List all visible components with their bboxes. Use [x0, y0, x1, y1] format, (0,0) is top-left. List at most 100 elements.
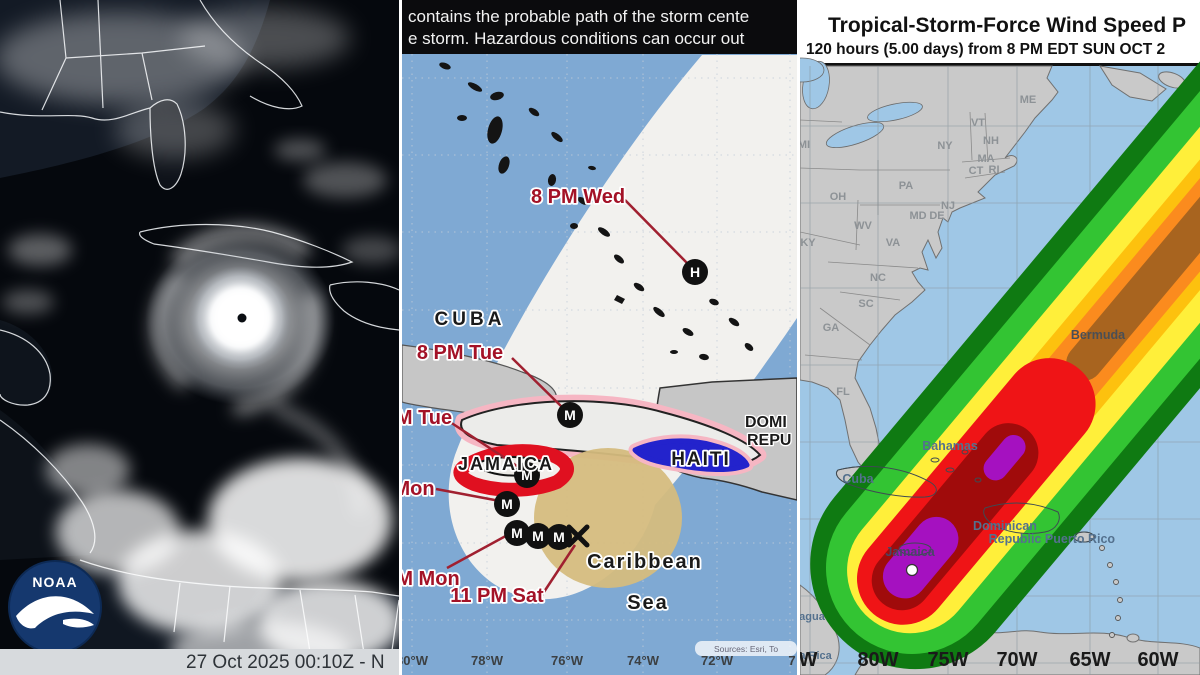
- label-nicaragua-partial: agua: [800, 611, 826, 623]
- svg-text:70W: 70W: [996, 649, 1037, 671]
- satellite-image: NOAA 27 Oct 2025 00:10Z - N: [0, 0, 399, 675]
- timestamp-bar: [0, 649, 399, 675]
- advisory-text-line1: contains the probable path of the storm …: [408, 7, 749, 26]
- marker-major: M: [504, 520, 530, 546]
- marker-major: M: [494, 491, 520, 517]
- svg-text:MA: MA: [977, 153, 994, 165]
- wind-probability-map: Tropical-Storm-Force Wind Speed P 120 ho…: [800, 0, 1200, 675]
- svg-text:75W: 75W: [927, 649, 968, 671]
- svg-text:NJ: NJ: [941, 200, 955, 212]
- wind-prob-title: Tropical-Storm-Force Wind Speed P: [828, 14, 1186, 37]
- coast-overlays: [835, 449, 1095, 556]
- hurricane-swirl: [145, 224, 367, 517]
- wind-prob-header: [800, 0, 1200, 63]
- svg-text:7: 7: [788, 653, 795, 668]
- label-costa-rica-partial: ia Rica: [800, 650, 833, 662]
- map-attribution: Sources: Esri, To: [695, 641, 797, 656]
- bahamas-islands: [439, 62, 754, 361]
- label-dominican-1: DOMI: [745, 414, 787, 431]
- svg-text:M: M: [501, 496, 513, 512]
- svg-text:M: M: [511, 525, 523, 541]
- label-mon-partial: Mon: [402, 478, 435, 500]
- svg-text:NY: NY: [937, 140, 953, 152]
- svg-text:OH: OH: [830, 191, 847, 203]
- svg-text:W: W: [800, 649, 818, 671]
- svg-text:M: M: [553, 529, 565, 545]
- svg-text:M: M: [564, 407, 576, 423]
- label-dominican-2: REPU: [747, 432, 791, 449]
- label-caribbean-1: Caribbean: [587, 551, 703, 573]
- svg-text:78°W: 78°W: [471, 653, 504, 668]
- svg-text:PA: PA: [899, 180, 914, 192]
- label-bermuda: Bermuda: [1071, 328, 1126, 342]
- svg-text:H: H: [690, 264, 700, 280]
- label-jamaica-right: Jamaica: [885, 545, 935, 559]
- marker-hurricane: H: [682, 259, 708, 285]
- svg-text:MD: MD: [909, 210, 926, 222]
- noaa-logo: NOAA: [8, 560, 102, 654]
- ts-warning-haiti: [628, 434, 754, 477]
- probability-swath: [810, 7, 1200, 670]
- nova-scotia: [1098, 65, 1167, 102]
- forecast-cone-panel: M M M M M M H 8 PM Wed 8 PM Tue M Tue Mo…: [402, 0, 797, 675]
- svg-text:NH: NH: [983, 135, 999, 147]
- great-lakes: [800, 57, 923, 149]
- hurricane-eye: [237, 313, 247, 323]
- svg-text:FL: FL: [836, 386, 850, 398]
- state-labels: ME VT NH NY MA CT RI PA OH MI NJ MD DE W…: [800, 94, 1036, 398]
- svg-text:VA: VA: [886, 237, 901, 249]
- longitude-labels-right: W 80W 75W 70W 65W 60W: [800, 649, 1179, 671]
- svg-text:SC: SC: [858, 298, 873, 310]
- svg-text:NC: NC: [870, 272, 886, 284]
- marker-major: M: [557, 402, 583, 428]
- svg-text:Sources: Esri, To: Sources: Esri, To: [714, 644, 778, 654]
- svg-text:KY: KY: [800, 237, 816, 249]
- advisory-header-bar: [402, 0, 797, 54]
- place-labels: Bermuda Bahamas Cuba Jamaica Dominican R…: [800, 328, 1126, 662]
- label-haiti: HAITI: [671, 449, 731, 470]
- marker-major: M: [546, 524, 572, 550]
- label-8pm-wed: 8 PM Wed: [531, 186, 625, 208]
- svg-text:RI: RI: [989, 164, 1000, 176]
- marker-major: M: [514, 462, 540, 488]
- label-mon-m-partial: M Mon: [402, 568, 460, 590]
- svg-text:MI: MI: [800, 139, 810, 151]
- label-puerto-rico: Puerto Rico: [1045, 532, 1116, 546]
- header-divider: [800, 63, 1200, 66]
- track-time-labels: 8 PM Wed 8 PM Tue M Tue Mon M Mon 11 PM …: [402, 184, 627, 609]
- svg-text:80°W: 80°W: [402, 653, 429, 668]
- forecast-cone-map: M M M M M M H 8 PM Wed 8 PM Tue M Tue Mo…: [402, 0, 797, 675]
- label-jamaica: JAMAICA: [458, 454, 554, 474]
- noaa-logo-text: NOAA: [32, 574, 77, 590]
- wind-probability-panel: Tropical-Storm-Force Wind Speed P 120 ho…: [800, 0, 1200, 675]
- forecast-track-markers: M M M M M M H: [494, 259, 708, 550]
- marker-major: M: [525, 523, 551, 549]
- svg-text:72°W: 72°W: [701, 653, 734, 668]
- lesser-antilles: [1099, 545, 1123, 638]
- svg-text:VT: VT: [971, 117, 985, 129]
- svg-text:M: M: [532, 528, 544, 544]
- svg-text:DE: DE: [929, 210, 944, 222]
- label-11pm-sat: 11 PM Sat: [450, 585, 544, 607]
- svg-text:CT: CT: [969, 165, 984, 177]
- svg-text:60W: 60W: [1137, 649, 1178, 671]
- svg-text:WV: WV: [854, 220, 872, 232]
- svg-text:ME: ME: [1020, 94, 1037, 106]
- storm-position-dot: [905, 563, 919, 577]
- label-bahamas: Bahamas: [922, 439, 978, 453]
- svg-text:M: M: [521, 467, 533, 483]
- label-cuba: CUBA: [435, 309, 506, 330]
- cloud-fields: [0, 8, 399, 675]
- svg-text:80W: 80W: [857, 649, 898, 671]
- svg-text:65W: 65W: [1069, 649, 1110, 671]
- label-dominican-right-1: Dominican: [973, 519, 1037, 533]
- svg-text:74°W: 74°W: [627, 653, 660, 668]
- longitude-labels: 80°W 78°W 76°W 74°W 72°W 7: [402, 653, 796, 668]
- label-cuba-right: Cuba: [842, 472, 874, 486]
- label-8pm-tue: 8 PM Tue: [417, 342, 503, 364]
- satellite-timestamp: 27 Oct 2025 00:10Z - N: [186, 652, 385, 673]
- track-label-lines: [435, 199, 689, 599]
- wind-prob-subtitle: 120 hours (5.00 days) from 8 PM EDT SUN …: [806, 41, 1165, 58]
- satellite-panel: NOAA 27 Oct 2025 00:10Z - N: [0, 0, 399, 675]
